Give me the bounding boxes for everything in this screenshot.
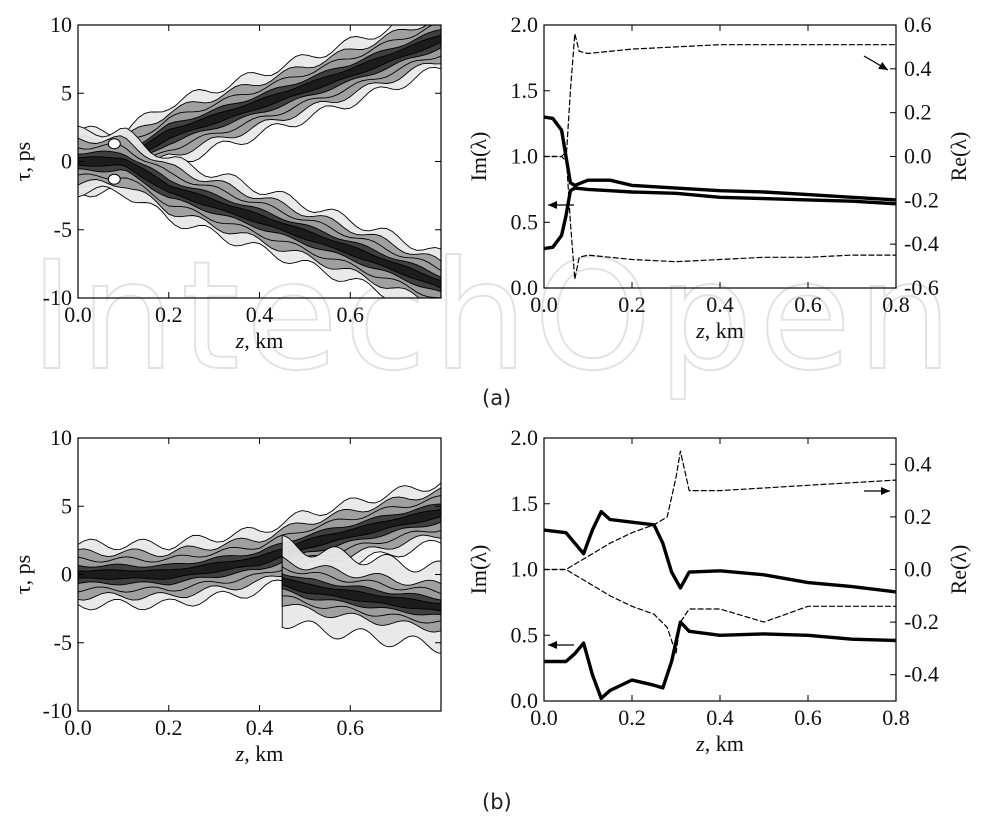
y-tick-label: 1.0 [511, 557, 539, 582]
contour-band [78, 156, 441, 289]
y-tick-label: 2.0 [511, 425, 539, 450]
axis-arrow-head [881, 487, 890, 495]
x-axis-label: z, km [235, 328, 284, 353]
x-tick-label: 0.0 [64, 302, 92, 327]
y-right-tick-label: -0.6 [904, 275, 939, 300]
panel-b-right-line-chart: 0.0 0.2 0.4 0.6 0.8 0.0 0.5 1.0 1.5 2.0 -0.4 -0.2 0.… [466, 425, 971, 756]
y-tick-label: 10 [50, 425, 72, 450]
panel-b-left-contour: 0.0 0.2 0.4 0.6 -10 -5 0 5 10 z, km τ, ps [10, 425, 442, 766]
contour-band [281, 577, 441, 612]
y-tick-label: 0.0 [511, 275, 539, 300]
re-lambda-dashed-line [544, 151, 896, 280]
contour-band [78, 34, 441, 167]
y-right-axis-label: Re(λ) [946, 545, 971, 595]
y-tick-label: 0 [61, 562, 72, 587]
y-tick-label: 0.5 [511, 209, 539, 234]
plot-area [544, 450, 896, 701]
y-axis-label: τ, ps [10, 142, 35, 181]
y-tick-label: -10 [43, 285, 72, 310]
y-axis-label: τ, ps [10, 555, 35, 594]
y-right-tick-label: 0.4 [904, 56, 932, 81]
x-tick-label: 0.4 [706, 292, 734, 317]
re-lambda-dashed-line [544, 33, 896, 162]
plot-area [78, 482, 441, 654]
plot-area [78, 25, 441, 298]
axis-arrow-head [878, 62, 888, 70]
im-lambda-line [544, 115, 896, 202]
panel-a-left-contour: 0.0 0.2 0.4 0.6 -10 -5 0 5 10 z, km τ, ps [10, 12, 442, 353]
y-right-tick-label: 0.2 [904, 504, 932, 529]
im-lambda-line [544, 186, 896, 251]
y-tick-label: 1.5 [511, 491, 539, 516]
x-tick-label: 0.4 [246, 715, 274, 740]
y-right-tick-label: 0.0 [904, 144, 932, 169]
y-tick-label: 1.5 [511, 78, 539, 103]
y-tick-label: 1.0 [511, 144, 539, 169]
y-right-tick-label: 0.6 [904, 12, 932, 37]
y-right-axis-label: Re(λ) [946, 132, 971, 182]
contour-band [78, 509, 441, 580]
im-lambda-line [544, 509, 896, 594]
y-tick-label: 2.0 [511, 12, 539, 37]
caption-a: (a) [482, 386, 512, 410]
axis-arrow-head [548, 641, 557, 649]
plot-area [544, 33, 896, 280]
x-tick-label: 0.8 [882, 292, 910, 317]
y-tick-label: -5 [54, 217, 72, 242]
y-tick-label: 0.0 [511, 688, 539, 713]
x-tick-label: 0.0 [64, 715, 92, 740]
contour-lobe [107, 173, 121, 185]
y-axis-label: Im(λ) [466, 545, 491, 595]
y-axis-label: Im(λ) [466, 132, 491, 182]
axis-arrow-head [548, 201, 557, 209]
x-tick-label: 0.2 [155, 715, 183, 740]
y-right-tick-label: -0.4 [904, 231, 939, 256]
im-lambda-line [544, 620, 896, 701]
x-axis-label: z, km [695, 731, 744, 756]
y-tick-label: 5 [61, 80, 72, 105]
x-tick-label: 0.0 [530, 705, 558, 730]
contour-lobe [107, 138, 121, 150]
y-tick-label: 0.5 [511, 622, 539, 647]
y-right-tick-label: -0.2 [904, 187, 939, 212]
y-right-tick-label: -0.2 [904, 609, 939, 634]
y-tick-label: 0 [61, 149, 72, 174]
x-tick-label: 0.6 [794, 705, 822, 730]
y-tick-label: -5 [54, 630, 72, 655]
y-right-tick-label: -0.4 [904, 662, 939, 687]
x-tick-label: 0.4 [706, 705, 734, 730]
contour-band [78, 503, 441, 586]
y-right-tick-label: 0.0 [904, 557, 932, 582]
x-tick-label: 0.2 [618, 292, 646, 317]
x-tick-label: 0.6 [337, 302, 365, 327]
x-axis-label: z, km [235, 741, 284, 766]
x-tick-label: 0.6 [337, 715, 365, 740]
x-tick-label: 0.6 [794, 292, 822, 317]
panel-a-right-line-chart: 0.0 0.2 0.4 0.6 0.8 0.0 0.5 1.0 1.5 2.0 -0.6 -0.4 -0… [466, 12, 971, 343]
y-tick-label: 5 [61, 493, 72, 518]
x-tick-label: 0.0 [530, 292, 558, 317]
caption-b: (b) [482, 790, 512, 814]
plot-frame [543, 24, 897, 289]
x-axis-label: z, km [695, 318, 744, 343]
x-tick-label: 0.8 [882, 705, 910, 730]
re-lambda-dashed-line [544, 568, 896, 655]
y-right-tick-label: 0.2 [904, 100, 932, 125]
re-lambda-dashed-line [544, 450, 896, 571]
x-tick-label: 0.4 [246, 302, 274, 327]
y-right-tick-label: 0.4 [904, 451, 932, 476]
y-tick-label: 10 [50, 12, 72, 37]
x-tick-label: 0.2 [618, 705, 646, 730]
y-tick-label: -10 [43, 698, 72, 723]
x-tick-label: 0.2 [155, 302, 183, 327]
